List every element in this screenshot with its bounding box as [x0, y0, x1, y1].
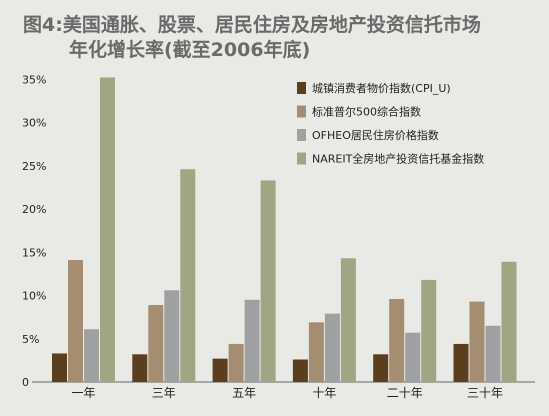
legend-label: NAREIT全房地产投资信托基金指数 [312, 152, 484, 166]
bar [389, 298, 405, 382]
y-tick-label: 10% [22, 290, 46, 303]
category-label: 一年 [71, 386, 95, 400]
y-axis-ticks: 0 5% 10% 15% 20% 25% 30% 35% [22, 73, 46, 389]
bar [212, 358, 228, 382]
bar [324, 313, 340, 382]
legend-swatch [297, 82, 306, 94]
bar [52, 353, 67, 382]
y-tick-label: 25% [22, 160, 46, 173]
bar [84, 329, 99, 382]
bar [453, 343, 469, 382]
legend-label: 标准普尔500综合指数 [312, 105, 421, 119]
legend-label: 城镇消费者物价指数(CPI_U) [312, 81, 451, 95]
bar [501, 261, 517, 382]
bar [308, 322, 324, 382]
bar [421, 279, 437, 382]
bar [228, 343, 244, 382]
category-label: 二十年 [387, 386, 423, 400]
category-label: 十年 [312, 386, 336, 400]
legend-swatch [297, 105, 306, 118]
bar [100, 77, 115, 383]
y-tick-label: 20% [22, 203, 46, 216]
y-tick-label: 5% [22, 333, 39, 346]
bar [148, 305, 164, 382]
bar [292, 359, 308, 382]
bars [52, 77, 517, 383]
legend-swatch [297, 129, 306, 141]
y-tick-label: 0 [22, 376, 29, 389]
chart-title-line1: 图4:美国通胀、股票、居民住房及房地产投资信托市场 [23, 13, 481, 36]
x-axis-categories: 一年 三年 五年 十年 二十年 三十年 [71, 386, 503, 400]
legend-swatch [297, 152, 306, 165]
chart-title-line2: 年化增长率(截至2006年底) [69, 38, 310, 61]
y-tick-label: 35% [22, 73, 46, 86]
bar [260, 180, 276, 382]
y-tick-label: 30% [22, 117, 46, 130]
y-tick-label: 15% [22, 246, 46, 259]
bar [244, 299, 260, 382]
legend-label: OFHEO居民住房价格指数 [312, 128, 439, 142]
bar [132, 354, 148, 382]
bar [469, 301, 485, 382]
bar [164, 290, 180, 382]
bar [405, 332, 421, 382]
bar [180, 169, 196, 382]
bar [485, 325, 501, 382]
category-label: 三年 [152, 386, 176, 400]
bar [340, 258, 356, 382]
bar [373, 354, 389, 382]
category-label: 五年 [232, 386, 256, 400]
bar [68, 260, 83, 382]
legend: 城镇消费者物价指数(CPI_U) 标准普尔500综合指数 OFHEO居民住房价格指数… [297, 81, 484, 166]
category-label: 三十年 [467, 386, 503, 400]
